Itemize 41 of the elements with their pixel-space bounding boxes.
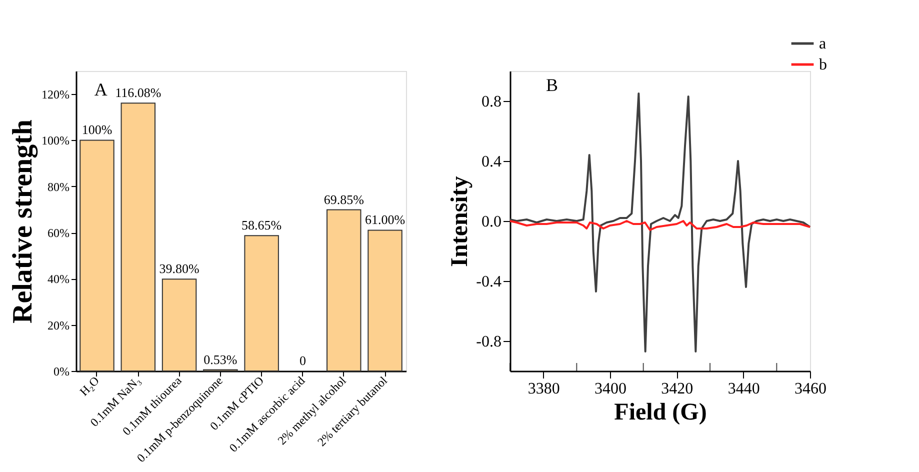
data-label: 69.85% — [324, 192, 364, 207]
data-label: 116.08% — [115, 85, 162, 100]
y-tick-label: -0.8 — [476, 334, 502, 350]
y-tick-label: 60% — [48, 226, 70, 240]
y-tick-label: 0.4 — [482, 154, 502, 170]
y-tick-label: -0.4 — [476, 274, 502, 290]
line-series — [509, 220, 811, 231]
y-axis-title: Relative strength — [8, 119, 39, 324]
x-tick-label: 3400 — [594, 380, 626, 398]
x-tick-label: 3420 — [661, 380, 694, 398]
x-tick-label: 3460 — [794, 380, 826, 398]
y-tick-label: 20% — [48, 318, 70, 332]
x-tick-label: 3440 — [728, 380, 760, 398]
data-label: 100% — [82, 122, 112, 138]
data-label: 0.53% — [204, 352, 238, 367]
y-tick-label: 0.0 — [482, 214, 502, 230]
data-label: 61.00% — [364, 212, 406, 228]
x-tick-label: 3380 — [528, 380, 560, 398]
bar — [162, 278, 197, 372]
bar — [368, 230, 402, 372]
annotation: B — [546, 75, 558, 95]
line-series — [509, 92, 811, 352]
y-tick-label: 80% — [48, 180, 70, 194]
y-tick-label: 0% — [54, 364, 70, 378]
y-tick-label: 0.8 — [482, 94, 502, 110]
y-tick-label: 40% — [48, 272, 70, 286]
y-tick-label: 100% — [42, 134, 70, 148]
bar — [326, 209, 362, 372]
data-label: 0 — [299, 353, 306, 368]
data-label: 58.65% — [242, 218, 282, 233]
data-label: 39.80% — [159, 261, 200, 276]
bar — [120, 102, 156, 372]
legend-label: a — [819, 36, 826, 52]
x-axis-title: Field (G) — [614, 400, 707, 426]
bar — [80, 140, 114, 372]
bar — [244, 235, 279, 372]
y-axis-title: Intensity — [447, 176, 474, 267]
legend-label: b — [819, 56, 827, 74]
y-tick-label: 120% — [42, 88, 70, 102]
annotation: A — [94, 80, 108, 100]
x-tick-label: H₂O — [76, 373, 102, 399]
